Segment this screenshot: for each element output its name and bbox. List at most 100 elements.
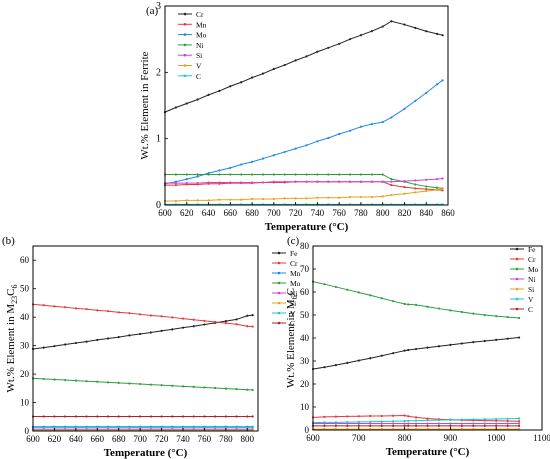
data-point-fe: [85, 340, 88, 343]
data-point-cr: [117, 311, 120, 314]
data-point-mo: [160, 384, 163, 387]
panel-label: (a): [146, 5, 159, 17]
data-point-cr: [174, 106, 177, 109]
legend-marker: [277, 251, 281, 255]
data-point-ni: [460, 422, 463, 425]
data-point-c: [181, 415, 185, 418]
data-point-v: [506, 417, 509, 420]
data-point-fe: [171, 328, 174, 331]
y-tick-label: 30: [300, 356, 310, 366]
data-point-c: [407, 424, 410, 427]
data-point-ni: [174, 173, 177, 176]
data-point-mo: [334, 285, 337, 289]
data-point-fe: [449, 343, 452, 346]
legend-marker: [183, 43, 187, 47]
data-point-cr: [495, 419, 498, 422]
data-point-v: [437, 419, 441, 422]
data-point-c: [106, 415, 110, 418]
data-point-fe: [106, 337, 110, 340]
data-point-ni: [472, 422, 475, 425]
data-point-si: [294, 180, 297, 183]
data-point-v: [403, 419, 406, 423]
data-point-fe: [426, 346, 429, 349]
legend-label: Si: [290, 299, 296, 308]
data-point-c: [495, 424, 498, 427]
series-line-mo: [32, 377, 253, 391]
data-point-cr: [207, 93, 210, 96]
data-point-mo: [250, 160, 254, 163]
x-tick-label: 680: [245, 208, 259, 218]
x-tick-label: 620: [48, 434, 62, 444]
y-axis-label: Wt.% Element in M23C6: [5, 285, 19, 393]
legend-marker: [183, 33, 187, 36]
data-point-cr: [261, 72, 265, 75]
data-point-mo: [96, 380, 99, 383]
x-tick-label: 720: [289, 208, 303, 218]
data-point-c: [117, 415, 120, 418]
data-point-c: [192, 415, 195, 418]
data-point-mo: [261, 157, 265, 160]
data-point-v: [426, 419, 429, 422]
x-tick-label: 700: [267, 208, 281, 218]
x-tick-label: 720: [155, 434, 169, 444]
y-tick-label: 40: [20, 312, 30, 322]
data-point-fe: [149, 331, 152, 334]
series-line-cr: [32, 303, 253, 328]
legend-label: Mo: [528, 265, 539, 274]
data-point-v: [390, 193, 393, 197]
data-point-cr: [506, 419, 509, 423]
y-tick-label: 60: [20, 255, 30, 265]
legend-label: Mo: [290, 279, 301, 288]
y-tick-label: 50: [20, 284, 30, 294]
data-point-c: [414, 424, 418, 427]
x-tick-label: 760: [198, 434, 212, 444]
data-point-mo: [472, 312, 475, 315]
data-point-cr: [348, 38, 352, 41]
x-tick-label: 600: [26, 434, 40, 444]
y-tick-label: 20: [300, 379, 310, 389]
data-point-v: [327, 196, 330, 199]
data-point-v: [316, 196, 319, 199]
data-point-cr: [370, 30, 373, 33]
data-point-si: [390, 180, 393, 183]
data-point-fe: [407, 348, 410, 352]
data-point-v: [251, 426, 254, 429]
legend-marker: [183, 23, 187, 26]
x-tick-label: 660: [91, 434, 105, 444]
data-point-v: [42, 426, 45, 429]
data-point-si: [425, 178, 428, 181]
data-point-v: [338, 196, 341, 199]
data-point-cr: [251, 325, 254, 328]
data-point-mo: [407, 303, 410, 306]
data-point-cr: [246, 325, 249, 328]
data-point-cr: [441, 34, 444, 37]
data-point-v: [53, 426, 56, 429]
data-point-mo: [327, 136, 330, 140]
x-tick-label: 800: [376, 208, 390, 218]
data-point-mo: [506, 315, 509, 319]
data-point-ni: [369, 422, 372, 425]
data-point-v: [218, 198, 221, 201]
data-point-v: [171, 426, 174, 429]
panel-label: (b): [2, 235, 15, 247]
x-tick-label: 800: [241, 434, 255, 444]
data-point-c: [449, 424, 452, 427]
data-point-c: [74, 415, 77, 418]
data-point-si: [414, 179, 417, 182]
data-point-fe: [357, 359, 360, 362]
data-point-c: [392, 424, 395, 427]
data-point-cr: [338, 42, 341, 45]
data-point-c: [160, 415, 163, 418]
data-point-c: [460, 424, 463, 427]
data-point-mo: [42, 377, 45, 381]
legend-marker: [515, 287, 519, 291]
data-point-fe: [224, 320, 227, 323]
data-point-mo: [390, 116, 393, 119]
data-point-mo: [128, 382, 131, 385]
data-point-fe: [403, 349, 406, 352]
data-point-cr: [436, 32, 439, 35]
data-point-ni: [518, 422, 521, 425]
data-point-ni: [437, 422, 441, 425]
data-point-cr: [414, 416, 418, 419]
data-point-mo: [64, 378, 67, 382]
